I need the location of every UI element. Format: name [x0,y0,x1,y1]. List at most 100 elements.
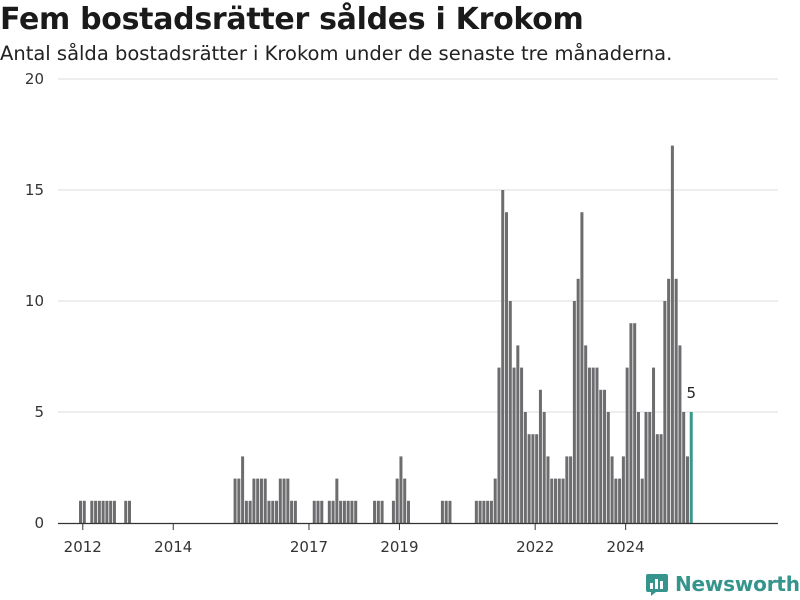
bar [550,478,554,523]
bar [569,456,573,523]
bar [403,478,407,523]
bar [241,456,245,523]
x-tick-label: 2014 [154,538,192,556]
bar [82,500,86,523]
bar [542,412,546,523]
x-tick-label: 2022 [516,538,554,556]
bar [667,278,671,523]
bar [293,500,297,523]
bar [482,500,486,523]
bar [599,389,603,523]
bar [538,389,542,523]
bar [391,500,395,523]
x-tick-label: 2019 [380,538,418,556]
x-tick-label: 2017 [290,538,328,556]
bar [327,500,331,523]
bar [335,478,339,523]
bar [237,478,241,523]
bar [644,412,648,523]
bar [448,500,452,523]
bar [350,500,354,523]
bar [316,500,320,523]
bar [603,389,607,523]
bar [625,367,629,523]
bar [629,323,633,523]
bar [685,456,689,523]
bar [572,301,576,523]
bar [565,456,569,523]
bar [610,456,614,523]
bar [489,500,493,523]
bar [252,478,256,523]
bar [354,500,358,523]
bar [312,500,316,523]
bar [606,412,610,523]
bar [678,345,682,523]
bar [527,434,531,523]
bar [233,478,237,523]
bar [614,478,618,523]
bar [278,478,282,523]
x-tick-label: 2024 [607,538,645,556]
bar [474,500,478,523]
bar [636,412,640,523]
bar [248,500,252,523]
y-tick-label: 5 [34,403,44,421]
chart-title: Fem bostadsrätter såldes i Krokom [0,2,584,37]
bar [346,500,350,523]
bar [94,500,98,523]
bar [505,212,509,523]
bar [376,500,380,523]
bar [395,478,399,523]
bar [682,412,686,523]
bar [554,478,558,523]
bar [621,456,625,523]
bar [674,278,678,523]
bar [263,478,267,523]
bar [557,478,561,523]
brand-name: Newsworthy [675,572,800,596]
bar [244,500,248,523]
x-tick-label: 2012 [64,538,102,556]
bar [516,345,520,523]
bar [373,500,377,523]
bar [380,500,384,523]
bar [493,478,497,523]
bar [535,434,539,523]
bar [406,500,410,523]
bar [282,478,286,523]
bar [399,456,403,523]
bar [663,301,667,523]
bar [655,434,659,523]
chart-subtitle: Antal sålda bostadsrätter i Krokom under… [0,42,673,65]
bar [97,500,101,523]
bar [128,500,132,523]
newsworthy-chart-icon [646,574,668,596]
highlight-bar [689,412,693,523]
bar [561,478,565,523]
y-tick-label: 10 [25,292,44,310]
bar [587,367,591,523]
bar [523,412,527,523]
bar [659,434,663,523]
bar [112,500,116,523]
bar [618,478,622,523]
bar [520,367,524,523]
bar [79,500,82,523]
bar [259,478,263,523]
bar [478,500,482,523]
bar [648,412,652,523]
bar [501,190,505,523]
bar [531,434,535,523]
bar-chart: 0 5 10 15 20 2012 2014 2017 2019 2022 2024 5 [25,70,778,556]
bar [444,500,448,523]
newsworthy-logo: Newsworthy [645,569,800,599]
bar [595,367,599,523]
bar [670,145,674,523]
bar [633,323,637,523]
bar [105,500,109,523]
bar [275,500,279,523]
bar [584,345,588,523]
bar [576,278,580,523]
bar [440,500,444,523]
